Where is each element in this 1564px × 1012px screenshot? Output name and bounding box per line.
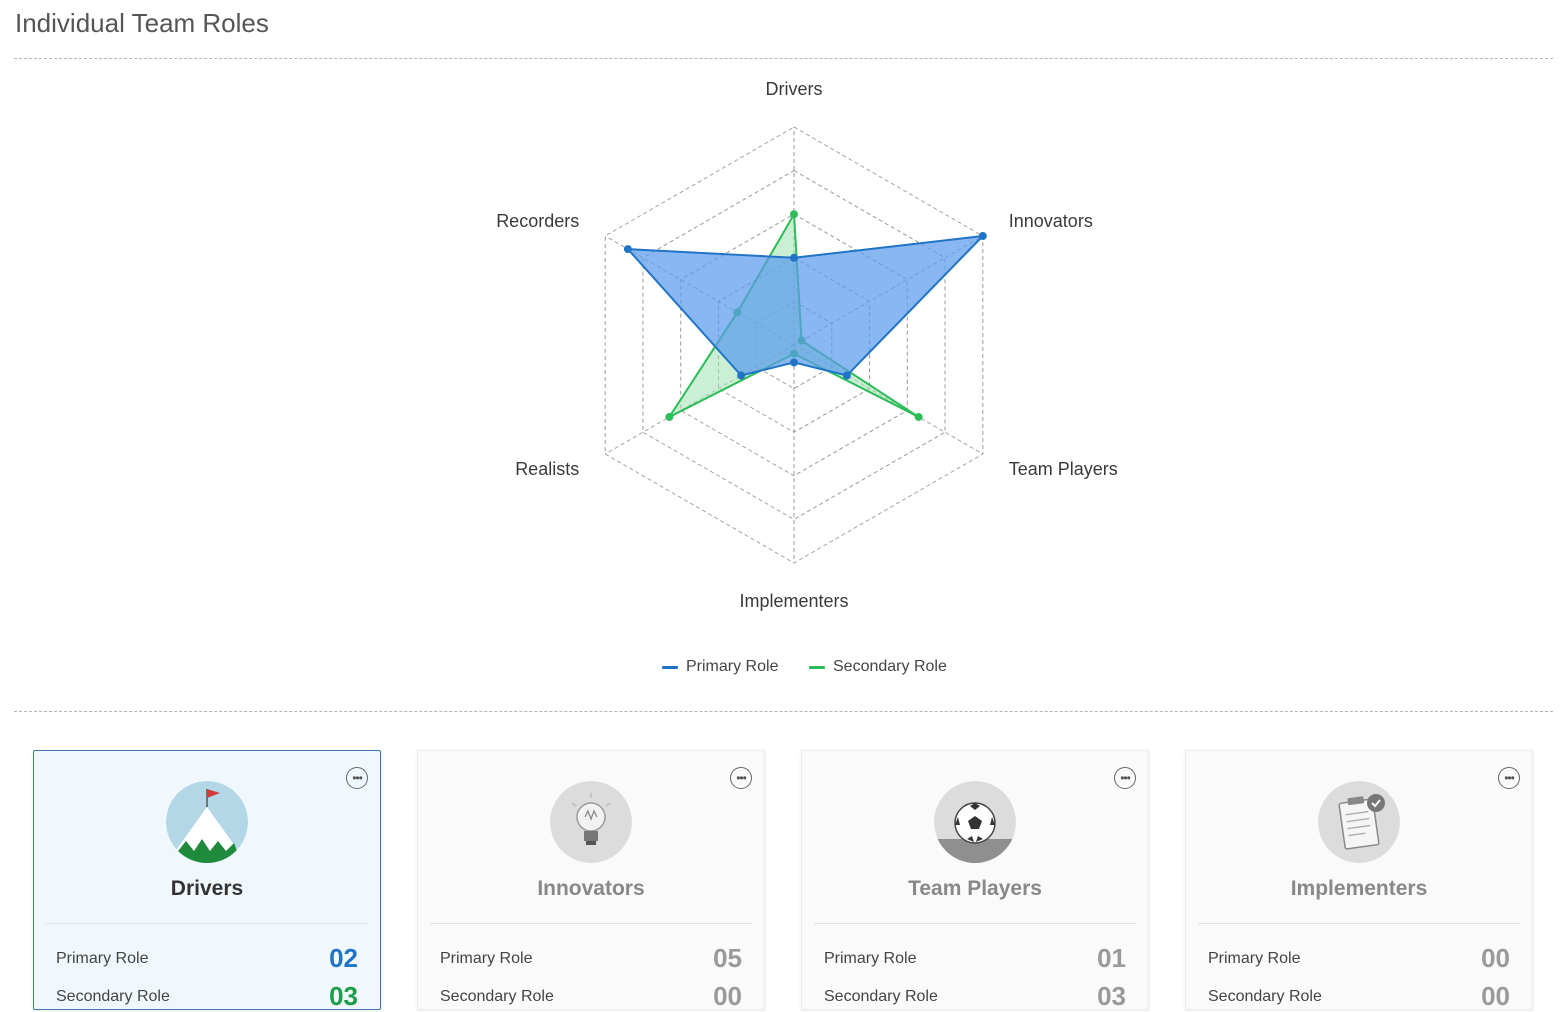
radar-axis-label: Implementers — [739, 591, 848, 611]
role-card-implementers[interactable]: ••• Implementers Primary Role 00 Seconda… — [1185, 750, 1533, 1011]
role-card-team-players[interactable]: ••• Team Players Primary Role 01 Seconda… — [801, 750, 1149, 1011]
radar-axis-label: Realists — [515, 459, 579, 479]
radar-data-point — [978, 232, 987, 240]
card-title: Drivers — [170, 877, 244, 900]
primary-role-value: 00 — [1481, 943, 1510, 973]
primary-role-value: 02 — [329, 943, 358, 973]
radar-data-point — [790, 253, 798, 262]
radar-data-point — [623, 245, 632, 254]
card-title: Implementers — [1290, 877, 1428, 900]
radar-data-point — [665, 412, 674, 421]
primary-role-label: Primary Role — [1208, 949, 1301, 967]
more-options-icon[interactable]: ••• — [730, 767, 752, 789]
card-title: Team Players — [908, 877, 1042, 900]
primary-role-row: Primary Role 01 — [824, 943, 1126, 974]
radar-data-point — [790, 358, 798, 367]
page-title: Individual Team Roles — [15, 8, 269, 38]
top-divider — [14, 58, 1553, 59]
card-divider — [814, 923, 1136, 924]
primary-role-label: Primary Role — [440, 949, 533, 967]
legend-label-primary: Primary Role — [686, 658, 779, 675]
legend-item-primary[interactable]: Primary Role — [662, 658, 778, 676]
clipboard-icon — [1318, 781, 1400, 863]
radar-axis-label: Recorders — [496, 211, 579, 231]
primary-role-value: 05 — [713, 943, 742, 973]
mountain-flag-icon — [166, 781, 248, 863]
card-divider — [46, 923, 368, 924]
radar-chart: Drivers Innovators Team Players Implementer… — [496, 79, 1118, 611]
legend-label-secondary: Secondary Role — [833, 658, 947, 675]
primary-role-label: Primary Role — [824, 949, 917, 967]
more-options-icon[interactable]: ••• — [346, 767, 368, 789]
radar-data-point — [842, 371, 851, 380]
primary-role-value: 01 — [1097, 943, 1126, 973]
legend-swatch-secondary — [809, 665, 825, 669]
radar-axis-label: Innovators — [1009, 211, 1093, 231]
more-options-icon[interactable]: ••• — [1114, 767, 1136, 789]
radar-data-point — [790, 210, 798, 219]
soccer-ball-icon — [934, 781, 1016, 863]
radar-data-point — [914, 412, 923, 421]
primary-role-row: Primary Role 02 — [56, 943, 358, 974]
legend-swatch-primary — [662, 665, 678, 669]
radar-axis-label: Drivers — [766, 79, 823, 99]
lightbulb-icon — [550, 781, 632, 863]
primary-role-label: Primary Role — [56, 949, 149, 967]
bottom-divider — [14, 711, 1553, 712]
more-options-icon[interactable]: ••• — [1498, 767, 1520, 789]
chart-legend: Primary Role Secondary Role — [0, 658, 1564, 682]
card-divider — [430, 923, 752, 924]
radar-data-point — [737, 371, 746, 380]
legend-item-secondary[interactable]: Secondary Role — [809, 658, 947, 676]
role-card-drivers[interactable]: ••• Drivers Primary Role 02 Secondary Ro… — [33, 750, 381, 1011]
radar-series-area — [626, 235, 984, 377]
primary-role-row: Primary Role 00 — [1208, 943, 1510, 974]
card-title: Innovators — [537, 877, 645, 900]
role-card-innovators[interactable]: ••• Innovators Primary Role 05 Secondary… — [417, 750, 765, 1011]
radar-axis-label: Team Players — [1009, 459, 1118, 479]
primary-role-row: Primary Role 05 — [440, 943, 742, 974]
card-divider — [1198, 923, 1520, 924]
